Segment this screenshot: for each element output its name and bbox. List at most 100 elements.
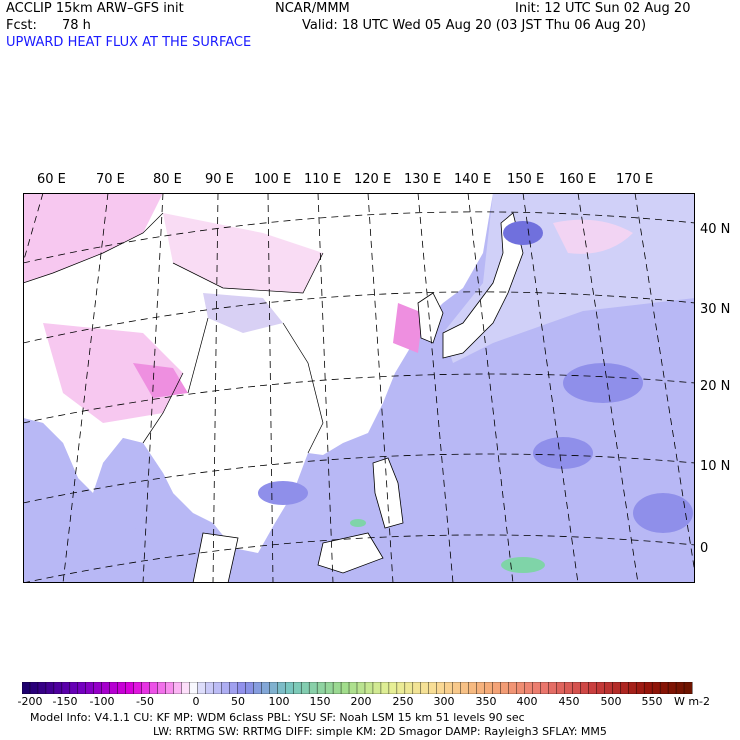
central-asia-pink [23, 193, 163, 283]
colorbar-bin [93, 682, 103, 694]
colorbar-bin [596, 682, 605, 694]
lat-label: 0 [700, 541, 709, 556]
init-time: Init: 12 UTC Sun 02 Aug 20 [515, 1, 691, 16]
lon-label: 140 E [454, 172, 492, 187]
lon-label: 110 E [304, 172, 342, 187]
ocean-patch [563, 363, 643, 403]
colorbar-bin [548, 682, 557, 694]
colorbar-bin [540, 682, 549, 694]
lon-label: 160 E [559, 172, 597, 187]
colorbar-bin [269, 682, 278, 694]
lon-label: 70 E [96, 172, 125, 187]
lon-label: 90 E [205, 172, 234, 187]
valid-time: Valid: 18 UTC Wed 05 Aug 20 (03 JST Thu … [302, 18, 647, 33]
colorbar-bin [396, 682, 406, 694]
colorbar-label: 300 [433, 695, 455, 708]
colorbar-bin [492, 682, 502, 694]
colorbar-bin [348, 682, 358, 694]
colorbar-bin [189, 682, 198, 694]
colorbar-bin [612, 682, 621, 694]
colorbar-bin [173, 682, 183, 694]
colorbar-bin [372, 682, 382, 694]
colorbar-bin [683, 682, 693, 694]
sumatra [192, 532, 239, 583]
colorbar-label: 200 [350, 695, 372, 708]
colorbar-label: 550 [641, 695, 663, 708]
colorbar-bin [468, 682, 478, 694]
colorbar-bin [627, 682, 637, 694]
colorbar-bin [125, 682, 135, 694]
colorbar-bin [277, 682, 286, 694]
colorbar-bin [476, 682, 486, 694]
asia-landmass [23, 193, 493, 553]
colorbar-bin [61, 682, 71, 694]
colorbar-label: 0 [192, 695, 200, 708]
colorbar-bin [141, 682, 151, 694]
borneo [317, 532, 384, 574]
india-pink [43, 323, 183, 423]
lat-label: 40 N [700, 222, 731, 237]
ocean-patch [258, 481, 308, 505]
colorbar [22, 682, 693, 694]
colorbar-bin [53, 682, 63, 694]
forecast-label: Fcst: [6, 18, 37, 33]
colorbar-label: 400 [516, 695, 538, 708]
colorbar-bin [245, 682, 254, 694]
colorbar-bin [532, 682, 541, 694]
colorbar-bin [651, 682, 661, 694]
colorbar-bin [157, 682, 167, 694]
model-title: ACCLIP 15km ARW–GFS init [6, 1, 184, 16]
colorbar-bin [444, 682, 454, 694]
colorbar-bin [117, 682, 127, 694]
lon-label: 170 E [616, 172, 654, 187]
colorbar-bin [221, 682, 230, 694]
colorbar-bin [604, 682, 613, 694]
colorbar-bin [45, 682, 55, 694]
colorbar-bin [620, 682, 629, 694]
colorbar-bin [237, 682, 246, 694]
colorbar-label: 100 [268, 695, 290, 708]
field-title: UPWARD HEAT FLUX AT THE SURFACE [6, 35, 252, 50]
colorbar-bin [580, 682, 589, 694]
colorbar-bin [133, 682, 143, 694]
colorbar-bin [643, 682, 653, 694]
colorbar-bin [460, 682, 470, 694]
colorbar-label: -200 [17, 695, 43, 708]
lat-label: 30 N [700, 302, 731, 317]
colorbar-label: 350 [475, 695, 497, 708]
colorbar-bin [22, 682, 31, 694]
lon-label: 100 E [254, 172, 292, 187]
model-info-line2: LW: RRTMG SW: RRTMG DIFF: simple KM: 2D … [153, 725, 607, 738]
colorbar-bin [253, 682, 262, 694]
graticule [23, 193, 695, 583]
lon-label: 60 E [37, 172, 66, 187]
colorbar-label: -100 [89, 695, 115, 708]
colorbar-bin [635, 682, 645, 694]
colorbar-bin [524, 682, 533, 694]
colorbar-bin [364, 682, 374, 694]
ocean-patch [533, 437, 593, 469]
ocean-patch [503, 221, 543, 245]
philippines [372, 457, 404, 529]
colorbar-bin [85, 682, 95, 694]
colorbar-bin [285, 682, 294, 694]
colorbar-label: 500 [600, 695, 622, 708]
colorbar-bin [205, 682, 214, 694]
colorbar-bin [229, 682, 238, 694]
org-label: NCAR/MMM [275, 1, 350, 16]
colorbar-bin [261, 682, 270, 694]
colorbar-label: -150 [52, 695, 78, 708]
colorbar-bin [292, 682, 302, 694]
forecast-hours: 78 h [62, 18, 91, 33]
colorbar-label: -50 [136, 695, 154, 708]
colorbar-bin [667, 682, 677, 694]
arabian-sea [23, 418, 78, 523]
colorbar-bin [484, 682, 494, 694]
colorbar-bin [588, 682, 597, 694]
colorbar-bin [564, 682, 573, 694]
colorbar-bin [420, 682, 430, 694]
country-borders [23, 212, 324, 454]
pacific-pink-patch [553, 219, 633, 254]
colorbar-bin [213, 682, 222, 694]
colorbar-label: 50 [231, 695, 245, 708]
